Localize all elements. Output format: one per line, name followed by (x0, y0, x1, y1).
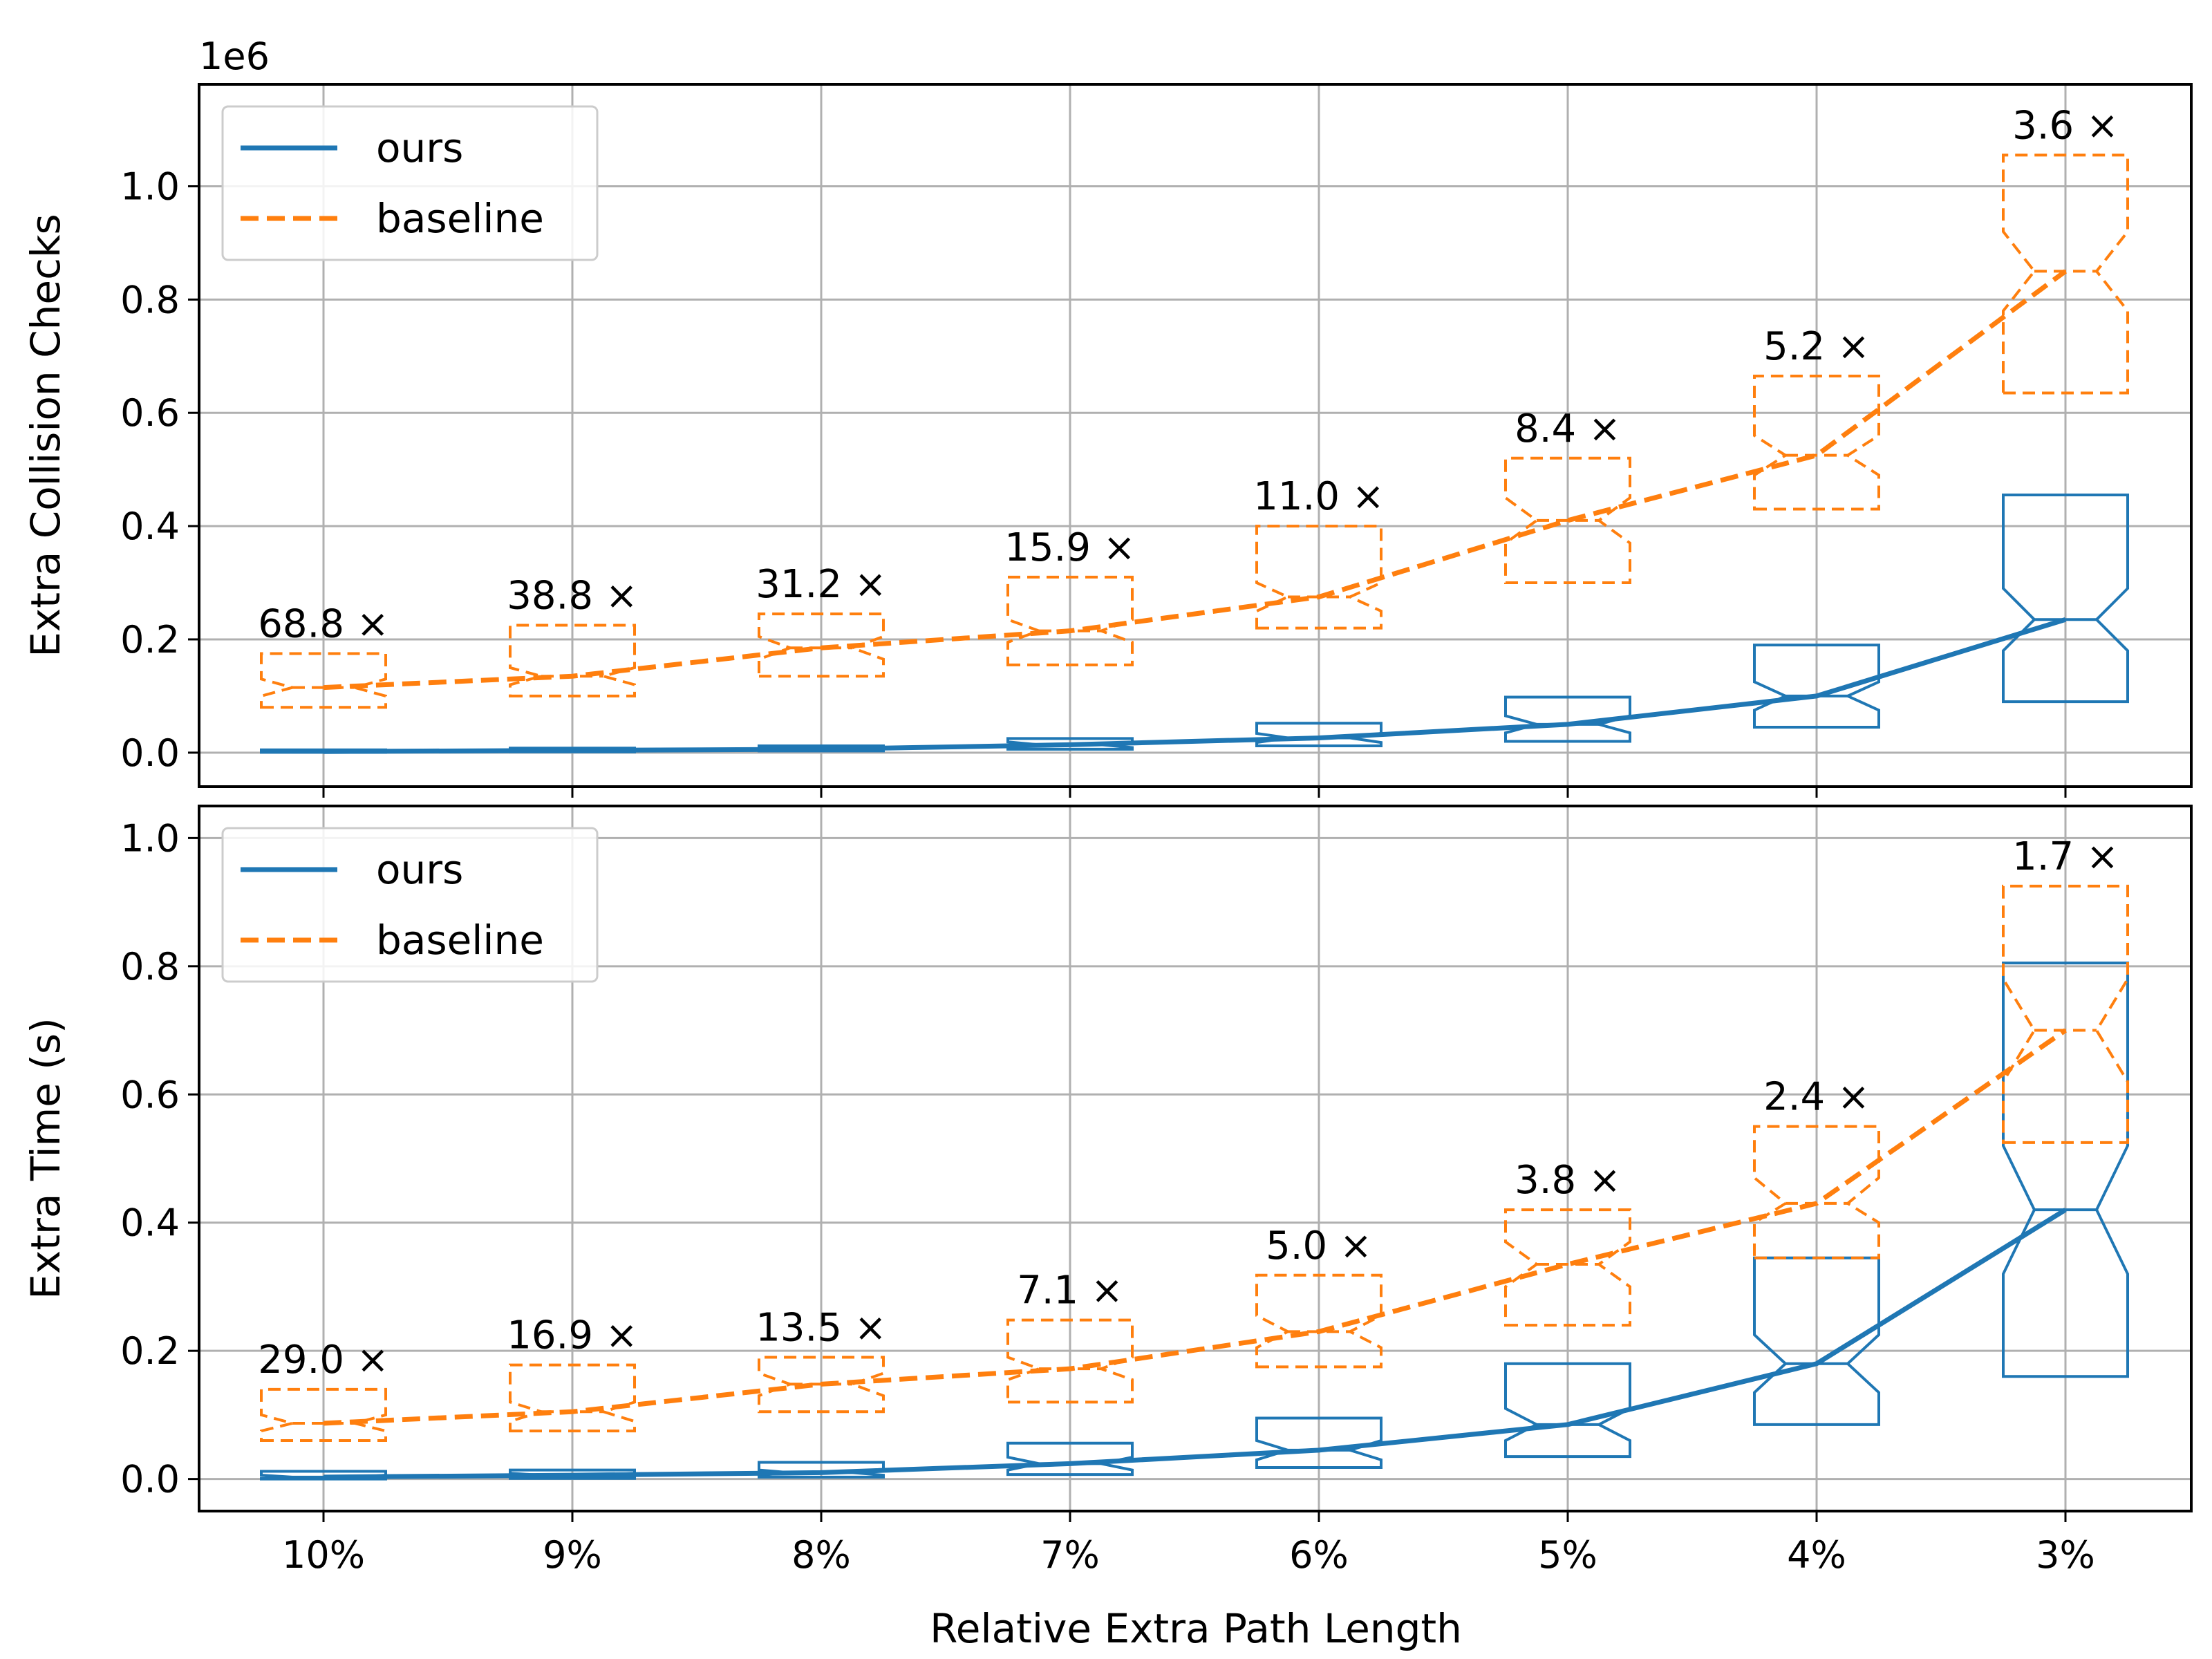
ratio-label: 2.4 × (1763, 1075, 1870, 1120)
box-baseline (2002, 153, 2129, 395)
ratio-label: 68.8 × (258, 601, 388, 646)
y-tick-label: 0.8 (120, 278, 180, 321)
x-tick-label: 9% (543, 1533, 602, 1577)
legend-frame (221, 827, 599, 983)
box-baseline (260, 1387, 387, 1442)
ratio-label: 38.8 × (507, 573, 637, 618)
extra-time-panel: 0.0 0.2 0.4 0.6 0.8 1.0 10% 9% 8% 7% 6% 5% 4% 3% Extra… (22, 805, 2193, 1577)
ratio-label: 13.5 × (756, 1305, 886, 1350)
box-baseline (1753, 1125, 1880, 1259)
box-baseline (509, 1363, 636, 1433)
ratio-label: 29.0 × (258, 1338, 388, 1382)
x-tick-label: 6% (1289, 1533, 1349, 1577)
x-axis-label: Relative Extra Path Length (930, 1605, 1462, 1652)
ratio-label: 5.2 × (1763, 324, 1870, 369)
ratio-label: 5.0 × (1266, 1224, 1372, 1268)
ratio-label: 16.9 × (507, 1313, 637, 1358)
box-baseline (260, 652, 387, 709)
axes-frame (198, 83, 2193, 788)
y-tick-label: 0.0 (120, 1458, 180, 1501)
x-tick-label: 5% (1538, 1533, 1597, 1577)
series-line-ours (323, 1208, 2067, 1480)
y-tick-label: 0.6 (120, 1073, 180, 1116)
ratio-label: 1.7 × (2012, 834, 2119, 879)
series-line-ours (323, 617, 2067, 754)
x-tick-label: 10% (282, 1533, 365, 1577)
y-offset-text: 1e6 (199, 35, 270, 78)
box-baseline (1504, 1208, 1631, 1327)
legend-label-ours: ours (376, 124, 463, 171)
legend-label-baseline: baseline (376, 195, 544, 242)
ratio-label: 11.0 × (1253, 474, 1384, 519)
y-tick-label: 1.0 (120, 165, 180, 208)
y-tick-label: 1.0 (120, 816, 180, 860)
y-tick-label: 0.0 (120, 731, 180, 775)
legend-label-baseline: baseline (376, 917, 544, 964)
x-tick-label: 7% (1040, 1533, 1100, 1577)
box-baseline (509, 624, 636, 697)
legend-label-ours: ours (376, 846, 463, 893)
y-tick-label: 0.2 (120, 618, 180, 662)
box-baseline (1753, 374, 1880, 511)
box-baseline (2002, 884, 2129, 1144)
x-tick-label: 4% (1787, 1533, 1846, 1577)
legend: ours baseline (221, 105, 599, 261)
y-tick-label: 0.8 (120, 945, 180, 988)
ratio-label: 15.9 × (1004, 525, 1135, 570)
legend-frame (221, 105, 599, 261)
box-baseline (758, 612, 885, 678)
ratio-label: 31.2 × (756, 562, 886, 607)
collision-checks-panel: 0.0 0.2 0.4 0.6 0.8 1.0 Extra Collision Checks… (22, 35, 2193, 798)
box-baseline (1006, 575, 1134, 666)
x-tick-label: 3% (2036, 1533, 2095, 1577)
y-axis-label: Extra Time (s) (22, 1018, 69, 1299)
ratio-label: 3.8 × (1515, 1158, 1621, 1203)
box-baseline (1504, 456, 1631, 585)
ratio-label: 8.4 × (1515, 406, 1621, 451)
y-tick-label: 0.6 (120, 391, 180, 435)
x-tick-label: 8% (791, 1533, 851, 1577)
y-axis-label: Extra Collision Checks (22, 214, 69, 657)
series-line-baseline (323, 269, 2068, 691)
ratio-label: 7.1 × (1017, 1268, 1123, 1313)
ratio-label: 3.6 × (2012, 103, 2119, 148)
y-tick-label: 0.2 (120, 1329, 180, 1373)
box-baseline (1006, 1318, 1134, 1404)
y-tick-label: 0.4 (120, 505, 180, 548)
series-line-baseline (323, 1028, 2067, 1426)
y-tick-label: 0.4 (120, 1201, 180, 1245)
legend: ours baseline (221, 827, 599, 983)
axes-frame (198, 805, 2193, 1512)
